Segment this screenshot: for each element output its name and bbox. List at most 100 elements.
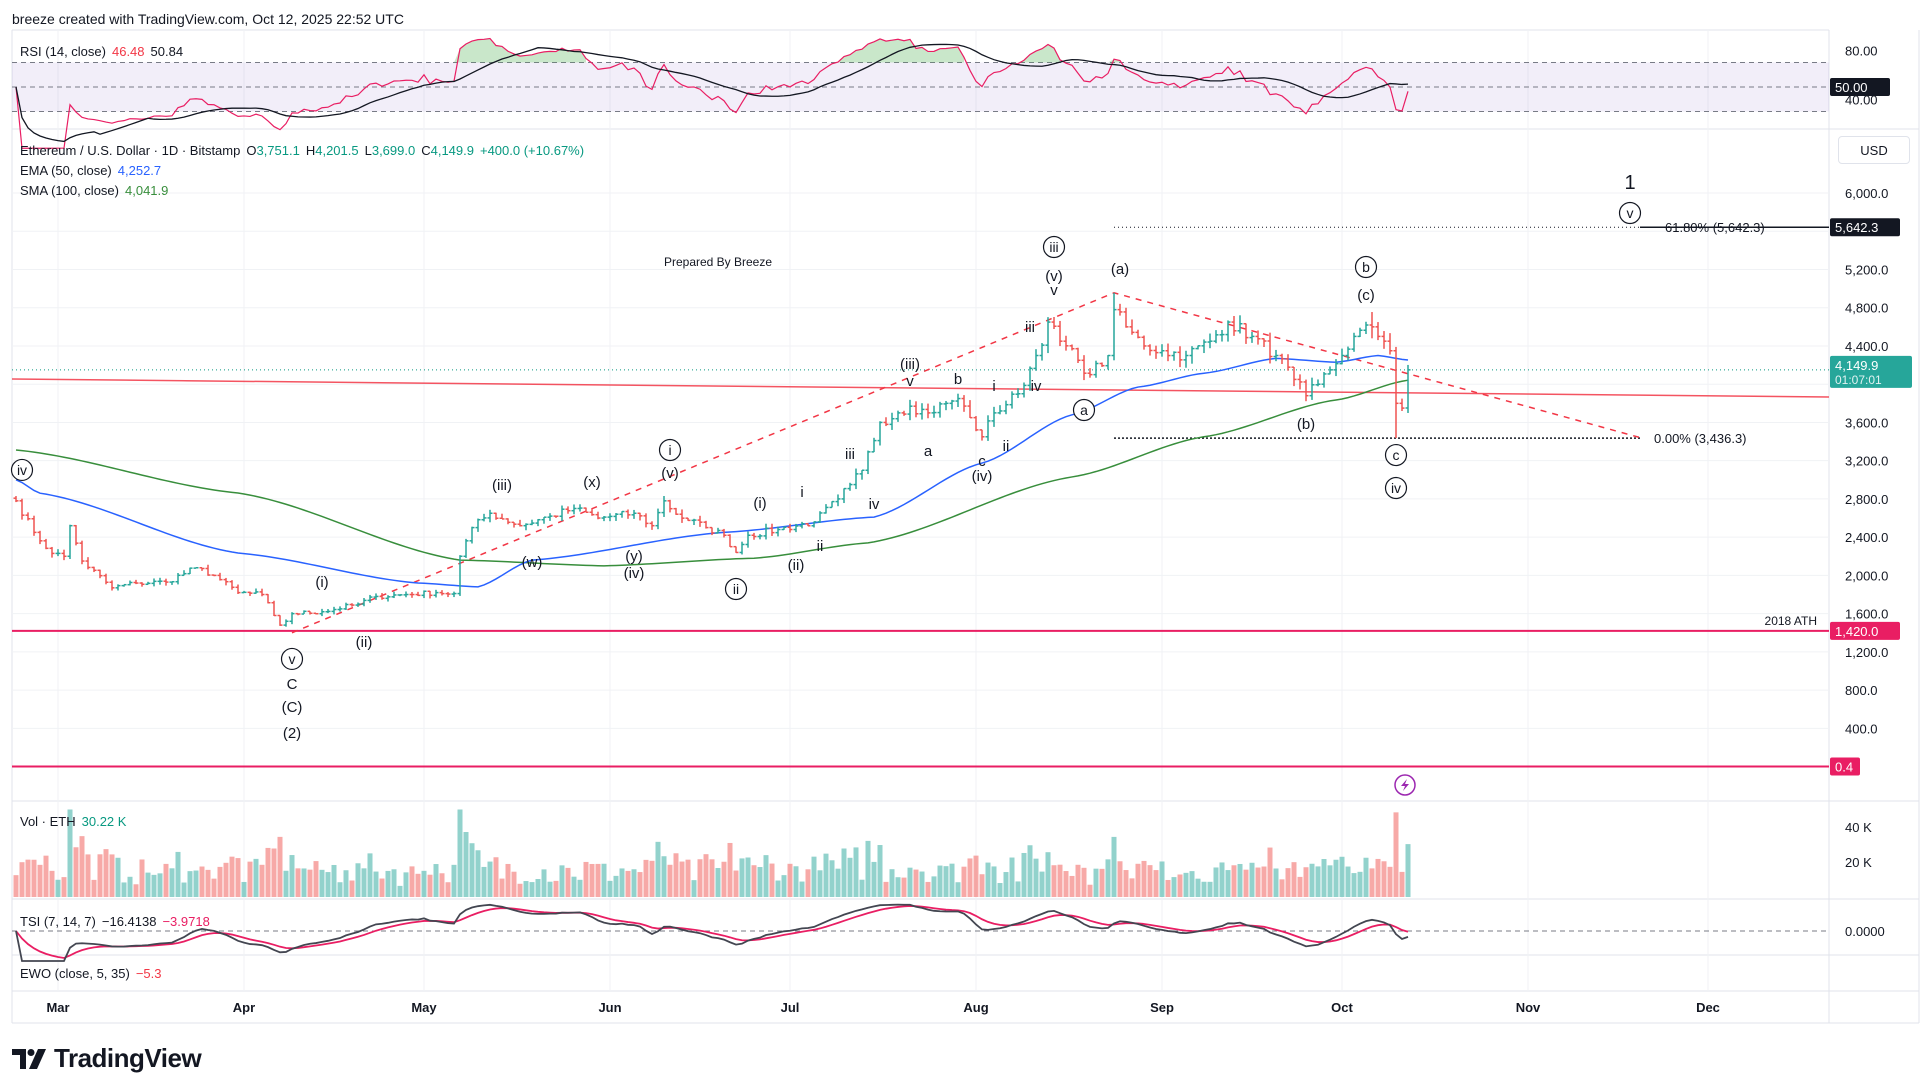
rsi-overbought-fill xyxy=(466,41,472,63)
ohlc-bar xyxy=(265,593,271,604)
ohlc-bar xyxy=(961,395,967,412)
volume-bar xyxy=(931,876,937,897)
sma-legend[interactable]: SMA (100, close) 4,041.9 xyxy=(20,183,174,198)
ohlc-bar xyxy=(739,541,745,555)
wave-label-circle xyxy=(1042,235,1066,259)
ohlc-bar xyxy=(1117,303,1123,316)
volume-bar xyxy=(457,809,463,897)
ohlc-bar xyxy=(151,578,157,587)
volume-bar xyxy=(157,873,163,897)
ohlc-bar xyxy=(595,511,601,520)
volume-bar xyxy=(325,872,331,897)
volume-bar xyxy=(775,880,781,897)
ohlc-bar xyxy=(1321,372,1327,388)
ohlc-bar xyxy=(901,410,907,416)
ohlc-bar xyxy=(1147,344,1153,356)
ohlc-bar xyxy=(985,415,991,441)
volume-bar xyxy=(1135,863,1141,897)
rsi-overbought-fill xyxy=(550,51,556,63)
volume-bar xyxy=(769,863,775,897)
volume-bar xyxy=(973,855,979,897)
ohlc-bar xyxy=(1339,348,1345,365)
tradingview-logo-text: TradingView xyxy=(54,1043,202,1073)
ohlc-bar xyxy=(457,555,463,596)
ohlc-bar xyxy=(1039,343,1045,361)
rsi-overbought-fill xyxy=(574,49,580,63)
rsi-overbought-fill xyxy=(478,39,484,63)
ohlc-bar xyxy=(1375,322,1381,341)
ohlc-bar xyxy=(469,526,475,544)
ohlc-bar xyxy=(1333,359,1339,377)
volume-bar xyxy=(1093,868,1099,897)
rsi-legend-name: RSI (14, close) xyxy=(20,44,106,59)
ohlc-bar xyxy=(343,602,349,610)
wave-label: b xyxy=(954,371,962,388)
ohlc-bar xyxy=(391,591,397,599)
ohlc-bar xyxy=(427,590,433,599)
volume-bar xyxy=(379,878,385,897)
volume-bar xyxy=(781,875,787,897)
volume-bar xyxy=(121,882,127,897)
volume-bar xyxy=(751,865,757,897)
ohlc-bar xyxy=(1285,354,1291,371)
tradingview-logo[interactable]: TradingView xyxy=(12,1043,202,1074)
volume-bar xyxy=(619,868,625,897)
volume-bar xyxy=(205,869,211,897)
volume-bar xyxy=(73,847,79,897)
fib-price-badge-label: 5,642.3 xyxy=(1835,220,1878,235)
volume-bar xyxy=(283,870,289,897)
volume-bar xyxy=(433,864,439,897)
volume-bar xyxy=(133,884,139,897)
rsi-overbought-fill xyxy=(568,49,574,63)
rsi-overbought-fill xyxy=(484,38,490,63)
ohlc-bar xyxy=(823,504,829,514)
ohlc-bar xyxy=(307,610,313,615)
volume-bar xyxy=(625,870,631,897)
price-axis-label: 800.0 xyxy=(1845,683,1878,698)
ewo-legend[interactable]: EWO (close, 5, 35) −5.3 xyxy=(20,966,167,981)
ohlc-bar xyxy=(1381,331,1387,349)
volume-bar xyxy=(1351,873,1357,897)
tsi-legend[interactable]: TSI (7, 14, 7) −16.4138 −3.9718 xyxy=(20,914,216,929)
price-legend[interactable]: Ethereum / U.S. Dollar · 1D · Bitstamp O3… xyxy=(20,143,590,158)
ohlc-bar xyxy=(541,516,547,524)
volume-bar xyxy=(553,880,559,897)
ohlc-bar xyxy=(1207,333,1213,349)
volume-bar xyxy=(829,860,835,897)
ohlc-bar xyxy=(1399,398,1405,412)
price-axis-label: 2,400.0 xyxy=(1845,530,1888,545)
wave-label: (iii) xyxy=(492,477,512,494)
volume-bar xyxy=(1303,867,1309,897)
wave-label-circle xyxy=(724,577,748,601)
rsi-overbought-fill xyxy=(922,47,928,63)
ohlc-bar xyxy=(331,606,337,615)
rsi-overbought-fill xyxy=(526,54,532,63)
ohlc-bar xyxy=(25,512,31,521)
ohlc-bar xyxy=(751,532,757,540)
ohlc-bar xyxy=(967,400,973,419)
ohlc-bars xyxy=(13,292,1411,627)
ohlc-bar xyxy=(781,526,787,531)
volume-legend[interactable]: Vol · ETH 30.22 K xyxy=(20,814,132,829)
ohlc-bar xyxy=(1171,351,1177,361)
rsi-signal-value: 50.84 xyxy=(150,44,184,59)
volume-bar xyxy=(1315,866,1321,897)
ohlc-bar xyxy=(673,507,679,515)
ema-legend[interactable]: EMA (50, close) 4,252.7 xyxy=(20,163,167,178)
volume-legend-name: Vol · ETH xyxy=(20,814,76,829)
volume-bar xyxy=(523,881,529,897)
ohlc-bar xyxy=(937,401,943,418)
volume-bar xyxy=(463,832,469,897)
volume-bar xyxy=(661,856,667,897)
ohlc-bar xyxy=(1135,329,1141,339)
time-axis-label-apr: Apr xyxy=(233,1000,255,1015)
rsi-legend[interactable]: RSI (14, close) 46.48 50.84 xyxy=(20,44,189,59)
volume-bar xyxy=(193,870,199,897)
currency-selector[interactable]: USD xyxy=(1838,136,1910,164)
wave-label: (iv) xyxy=(624,565,645,582)
ohlc-bar xyxy=(337,606,343,612)
ohlc-bar xyxy=(793,523,799,533)
ohlc-bar xyxy=(43,538,49,550)
volume-bar xyxy=(211,878,217,897)
